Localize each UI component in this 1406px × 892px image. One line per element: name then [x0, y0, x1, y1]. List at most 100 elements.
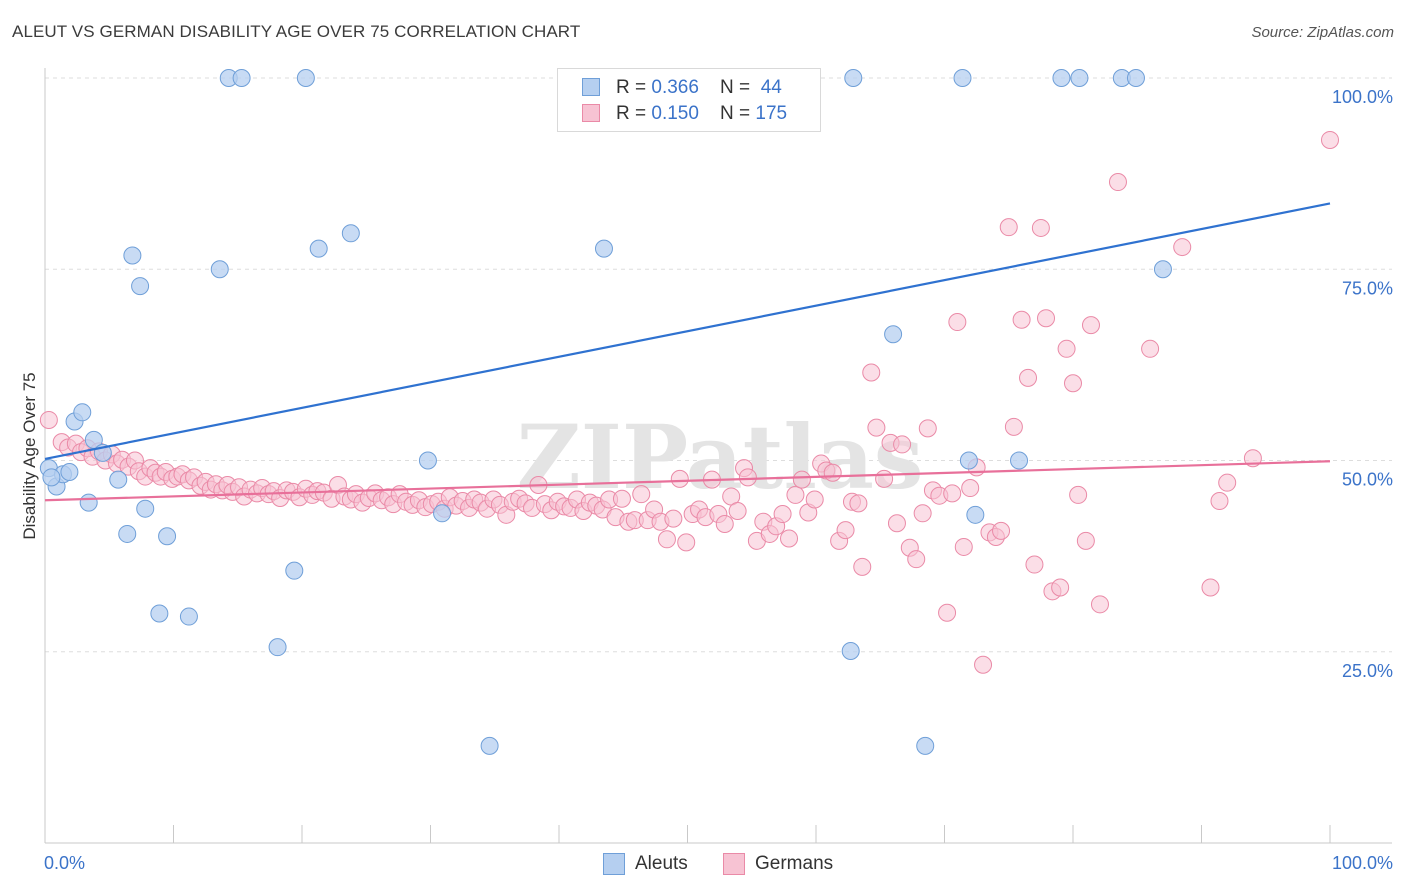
aleut-point [179, 607, 198, 626]
german-point [1321, 130, 1339, 149]
german-point [943, 484, 962, 503]
aleut-point [118, 524, 137, 543]
y-axis-label: Disability Age Over 75 [20, 372, 39, 539]
german-point [992, 521, 1011, 540]
aleut-point [1153, 260, 1172, 279]
german-point [715, 514, 734, 533]
aleut-n-value: 44 [760, 77, 782, 98]
german-point [664, 509, 683, 528]
aleut-r-value: 0.366 [651, 77, 699, 98]
german-point [1090, 595, 1109, 614]
german-r-label: R = [616, 103, 652, 124]
aleut-point [884, 325, 903, 344]
german-point [836, 521, 855, 540]
source-label: Source: ZipAtlas.com [1251, 24, 1394, 41]
trend-layer [44, 202, 1331, 502]
german-point [954, 537, 973, 556]
aleut-point [953, 69, 972, 87]
aleut-point [232, 69, 251, 87]
german-point [1057, 339, 1076, 358]
aleut-point [418, 451, 437, 470]
german-point [938, 603, 957, 622]
aleut-point [1052, 69, 1071, 87]
german-point [1069, 485, 1088, 504]
german-point [632, 485, 651, 504]
german-point [1218, 473, 1237, 492]
german-point [1012, 310, 1031, 329]
y-tick-label: 50.0% [1342, 470, 1393, 490]
aleut-point [480, 736, 499, 755]
german-point [961, 479, 980, 498]
aleut-trend-line [44, 202, 1331, 461]
german-point [773, 505, 792, 524]
german-point [918, 419, 937, 438]
aleut-point [60, 462, 79, 481]
aleut-point [1126, 69, 1145, 87]
aleut-r-label: R = [616, 77, 652, 98]
german-n-label: N = [720, 103, 756, 124]
german-point [1076, 531, 1095, 550]
aleut-point [268, 638, 287, 657]
german-point [1108, 173, 1127, 192]
german-point [823, 463, 842, 482]
german-point [1004, 417, 1023, 436]
german-point [1019, 368, 1038, 387]
german-point [1201, 578, 1220, 597]
german-point [913, 504, 932, 523]
german-n-value: 175 [755, 103, 788, 124]
aleut-point [844, 69, 863, 87]
german-point [1210, 492, 1229, 511]
grid-layer [45, 77, 1392, 653]
german-point [792, 470, 811, 489]
x-tick-label-max: 100.0% [1332, 853, 1393, 873]
german-point [887, 514, 906, 533]
aleut-point [959, 451, 978, 470]
german-point [670, 469, 689, 488]
chart-title: ALEUT VS GERMAN DISABILITY AGE OVER 75 C… [12, 22, 581, 41]
aleut-point [309, 239, 328, 258]
y-tick-label: 25.0% [1342, 661, 1393, 681]
german-point [853, 557, 872, 576]
german-point [612, 489, 631, 508]
german-point [39, 410, 58, 429]
german-trend-line [44, 460, 1331, 502]
german-point [728, 501, 747, 520]
german-point [1141, 339, 1160, 358]
german-point [974, 655, 993, 674]
aleut-n-label: N = [720, 77, 756, 98]
german-point [867, 418, 886, 437]
aleut-point [73, 403, 92, 422]
aleut-point [109, 470, 128, 489]
german-point [1031, 218, 1050, 237]
aleut-points [39, 69, 1172, 755]
y-tick-label: 75.0% [1342, 278, 1393, 298]
german-point [1173, 238, 1192, 257]
aleut-point [841, 641, 860, 660]
aleut-point [150, 604, 169, 623]
german-point [1051, 578, 1070, 597]
german-point [849, 494, 868, 513]
watermark: ZIPatlas [517, 405, 924, 509]
german-point [1037, 309, 1056, 328]
german-point [875, 469, 894, 488]
aleut-point [42, 468, 61, 487]
german-point [738, 468, 757, 487]
axis-layer: 25.0% 50.0% 75.0% 100.0% 0.0% 100.0% [44, 68, 1393, 873]
aleut-point [341, 224, 360, 243]
german-point [862, 363, 881, 382]
german-point [786, 485, 805, 504]
aleut-point [136, 499, 155, 518]
german-point [780, 529, 799, 548]
aleut-point [158, 527, 177, 546]
germans-legend-label: Germans [755, 853, 834, 874]
german-point [677, 533, 696, 552]
aleut-point [1070, 69, 1089, 87]
aleut-point [210, 260, 229, 279]
aleuts-legend-label: Aleuts [635, 853, 688, 874]
aleut-point [79, 493, 98, 512]
german-point [907, 550, 926, 569]
aleut-point [916, 736, 935, 755]
aleut-point [285, 561, 304, 580]
aleut-point [594, 239, 613, 258]
